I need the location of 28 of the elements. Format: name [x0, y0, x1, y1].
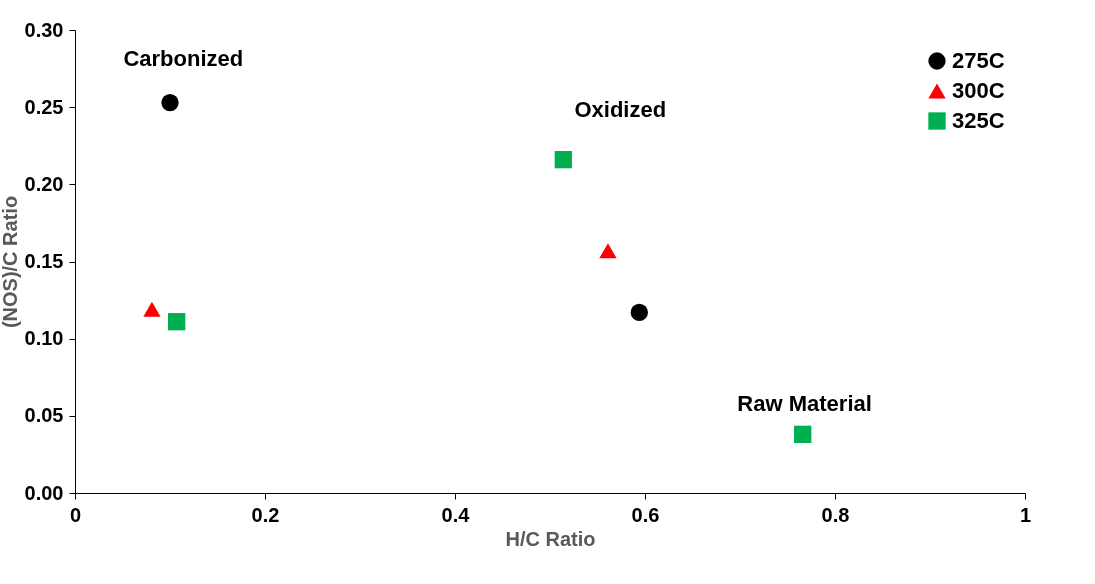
x-axis-title: H/C Ratio: [505, 527, 596, 550]
y-tick-label: 0.05: [24, 404, 64, 427]
y-tick-label: 0.10: [24, 327, 64, 350]
point: [161, 93, 179, 112]
annotation: Carbonized: [123, 46, 244, 72]
point: [167, 313, 186, 331]
x-tick-label: 0: [69, 503, 82, 526]
x-tick-label: 0.8: [821, 503, 850, 526]
y-tick-label: 0.20: [24, 172, 64, 195]
legend-label: 300C: [952, 78, 1005, 103]
point: [794, 425, 812, 444]
y-tick-label: 0.30: [24, 18, 64, 41]
x-tick-label: 1: [1019, 503, 1032, 526]
point: [554, 150, 572, 169]
y-tick-label: 0.25: [24, 95, 64, 118]
y-axis-title: (NOS)/C Ratio: [0, 195, 21, 329]
x-tick-label: 0.6: [631, 503, 660, 526]
annotation: Raw Material: [737, 390, 872, 416]
point: [143, 301, 161, 317]
annotation: Oxidized: [574, 97, 667, 123]
y-tick-label: 0.15: [24, 250, 64, 272]
x-tick-label: 0.4: [441, 503, 471, 526]
legend-label: 325C: [952, 108, 1005, 133]
x-tick-label: 0.2: [251, 503, 280, 526]
legend-label: 275C: [952, 48, 1005, 73]
point: [599, 243, 617, 259]
point: [630, 303, 648, 322]
y-tick-label: 0.00: [24, 481, 64, 504]
